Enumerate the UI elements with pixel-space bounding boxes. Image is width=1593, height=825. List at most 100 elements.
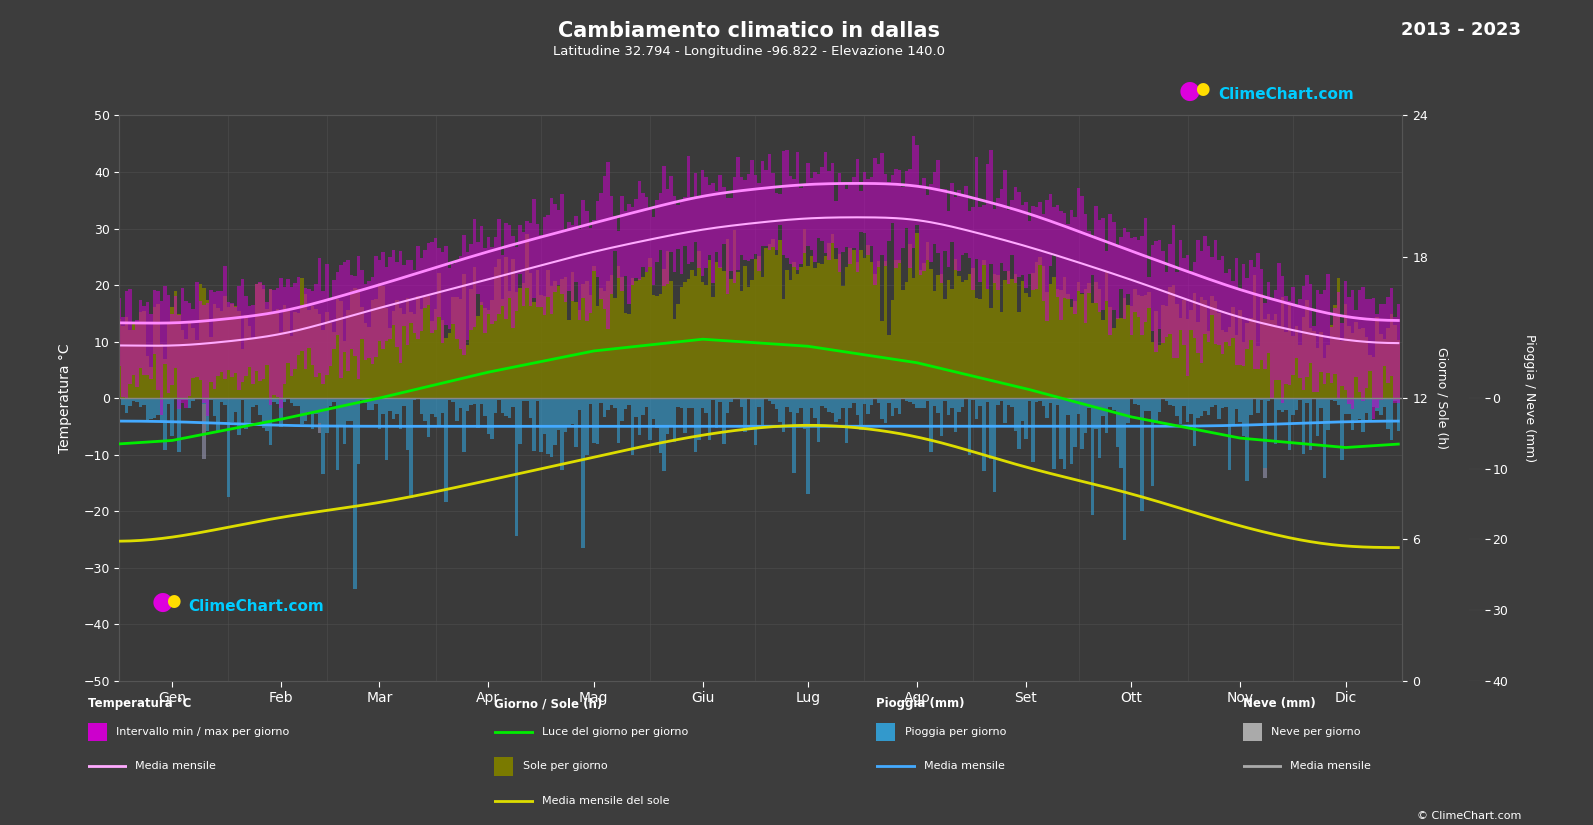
Bar: [1203, 237, 1207, 334]
Bar: [981, 205, 986, 265]
Bar: [494, 267, 497, 398]
Bar: [1225, 332, 1228, 398]
Bar: [750, 280, 753, 398]
Bar: [972, 398, 975, 400]
Bar: [153, 398, 156, 417]
Bar: [1313, 331, 1316, 398]
Bar: [325, 313, 328, 398]
Bar: [386, 398, 389, 460]
Bar: [862, 257, 867, 398]
Bar: [252, 305, 255, 384]
Bar: [660, 295, 663, 398]
Bar: [1031, 273, 1035, 398]
Bar: [202, 398, 205, 404]
Bar: [1115, 398, 1118, 446]
Bar: [1235, 258, 1238, 365]
Bar: [1126, 304, 1129, 398]
Bar: [1368, 355, 1372, 398]
Bar: [715, 262, 718, 398]
Bar: [392, 310, 395, 398]
Bar: [398, 398, 403, 429]
Bar: [202, 288, 205, 398]
Bar: [922, 178, 926, 271]
Bar: [1263, 303, 1266, 369]
Bar: [1309, 398, 1313, 450]
Bar: [1278, 326, 1281, 398]
Bar: [188, 398, 191, 408]
Bar: [610, 398, 613, 405]
Bar: [540, 234, 543, 307]
Bar: [884, 174, 887, 266]
Bar: [701, 398, 704, 408]
Bar: [660, 398, 663, 453]
Bar: [809, 398, 814, 408]
Bar: [1386, 398, 1389, 428]
Bar: [328, 323, 331, 398]
Bar: [695, 173, 698, 243]
Bar: [669, 281, 672, 398]
Bar: [1196, 240, 1200, 353]
Bar: [363, 285, 366, 360]
Bar: [1270, 398, 1274, 399]
Bar: [867, 245, 870, 398]
Text: Temperatura °C: Temperatura °C: [88, 697, 191, 710]
Bar: [331, 398, 336, 403]
Bar: [596, 200, 599, 277]
Bar: [876, 262, 879, 398]
Bar: [1375, 314, 1380, 408]
Bar: [241, 398, 244, 400]
Bar: [879, 153, 884, 255]
Bar: [1118, 398, 1123, 468]
Bar: [1112, 328, 1115, 398]
Bar: [602, 398, 605, 417]
Bar: [164, 398, 167, 450]
Bar: [951, 183, 954, 243]
Bar: [575, 216, 578, 282]
Bar: [1168, 243, 1172, 334]
Bar: [409, 398, 413, 498]
Bar: [1305, 299, 1309, 398]
Bar: [722, 398, 725, 444]
Bar: [553, 398, 558, 446]
Bar: [444, 398, 448, 502]
Bar: [1147, 398, 1150, 411]
Bar: [188, 303, 191, 396]
Bar: [261, 285, 266, 379]
Bar: [672, 318, 677, 398]
Bar: [1133, 290, 1136, 398]
Y-axis label: Giorno / Sole (h): Giorno / Sole (h): [1435, 347, 1450, 449]
Bar: [129, 331, 132, 398]
Bar: [406, 299, 409, 398]
Bar: [1365, 398, 1368, 413]
Bar: [827, 171, 832, 261]
Bar: [637, 279, 642, 398]
Bar: [331, 332, 336, 398]
Bar: [602, 291, 605, 398]
Bar: [1024, 202, 1027, 288]
Bar: [1094, 282, 1098, 398]
Bar: [768, 244, 771, 398]
Bar: [687, 279, 690, 398]
Bar: [132, 329, 135, 375]
Bar: [715, 398, 718, 428]
Bar: [916, 233, 919, 398]
Bar: [683, 281, 687, 398]
Bar: [272, 290, 276, 394]
Bar: [290, 398, 293, 403]
Bar: [473, 219, 476, 327]
Bar: [500, 398, 503, 412]
Bar: [972, 207, 975, 290]
Bar: [1357, 290, 1362, 392]
Bar: [237, 398, 241, 435]
Bar: [824, 152, 827, 253]
Bar: [1274, 314, 1278, 398]
Bar: [683, 398, 687, 432]
Bar: [827, 398, 832, 412]
Bar: [1301, 286, 1305, 390]
Bar: [1144, 219, 1147, 322]
Bar: [448, 398, 451, 400]
Bar: [164, 286, 167, 364]
Bar: [307, 290, 311, 348]
Bar: [363, 323, 366, 398]
Bar: [570, 398, 575, 424]
